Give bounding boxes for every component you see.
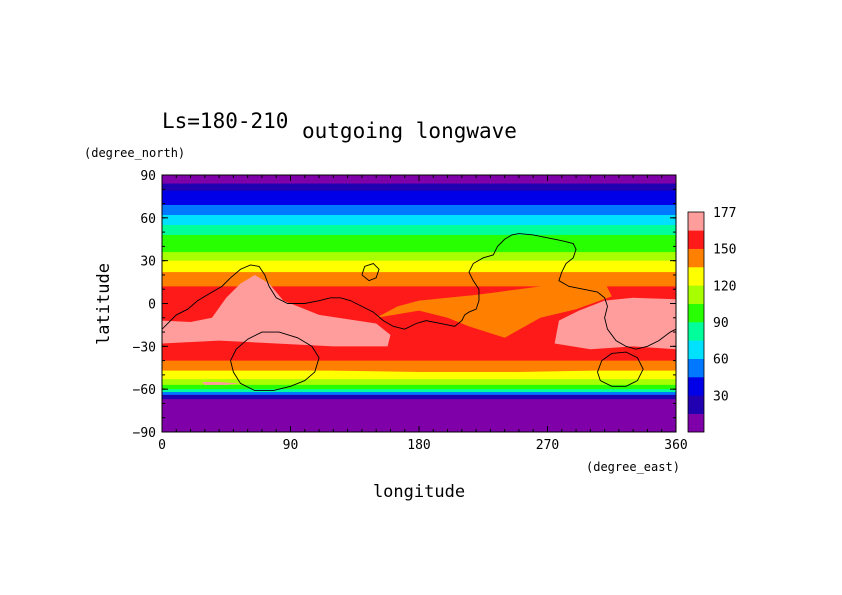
region-4 bbox=[201, 382, 241, 385]
x-axis-label: longitude bbox=[373, 482, 465, 502]
x-tick-label-3: 270 bbox=[536, 438, 559, 453]
colorbar-swatch-5 bbox=[688, 322, 704, 341]
band-2 bbox=[162, 190, 676, 206]
y-tick-label-3: 0 bbox=[148, 298, 156, 313]
colorbar-swatch-9 bbox=[688, 248, 704, 268]
colorbar-label-0: 177 bbox=[713, 206, 736, 221]
band-5 bbox=[162, 224, 676, 236]
colorbar-swatch-6 bbox=[688, 303, 704, 323]
x-axis: 0 90 180 270 360 bbox=[158, 175, 688, 453]
colorbar-label-5: 30 bbox=[713, 389, 729, 404]
region-0 bbox=[376, 274, 612, 338]
band-13 bbox=[162, 379, 676, 386]
band-9 bbox=[162, 272, 676, 287]
contour-1 bbox=[361, 263, 380, 282]
colorbar-swatch-10 bbox=[688, 230, 704, 249]
chart-subtitle: Ls=180-210 bbox=[162, 109, 288, 133]
band-14 bbox=[162, 384, 676, 390]
heatmap-field bbox=[162, 175, 676, 432]
band-15 bbox=[162, 389, 676, 393]
band-11 bbox=[162, 360, 676, 372]
band-17 bbox=[162, 394, 676, 400]
colorbar-label-1: 150 bbox=[713, 243, 736, 258]
x-tick-label-2: 180 bbox=[407, 438, 430, 453]
band-3 bbox=[162, 204, 676, 216]
colorbar-swatch-4 bbox=[688, 340, 704, 359]
colorbar-swatch-2 bbox=[688, 377, 704, 396]
colorbar: 177 150 120 90 60 30 bbox=[687, 206, 736, 433]
colorbar-label-3: 90 bbox=[713, 316, 729, 331]
colorbar-swatch-7 bbox=[688, 285, 704, 304]
x-unit-label: (degree_east) bbox=[586, 460, 680, 474]
chart-title: outgoing longwave bbox=[302, 119, 517, 143]
x-tick-label-1: 90 bbox=[283, 438, 299, 453]
colorbar-swatch-8 bbox=[688, 267, 704, 286]
y-tick-label-0: 90 bbox=[140, 169, 156, 184]
colorbar-label-4: 60 bbox=[713, 353, 729, 368]
band-4 bbox=[162, 214, 676, 226]
y-tick-label-1: 60 bbox=[140, 212, 156, 227]
band-1 bbox=[162, 183, 676, 192]
y-tick-label-2: 30 bbox=[140, 255, 156, 270]
y-tick-label-6: −90 bbox=[133, 426, 156, 441]
colorbar-swatch-3 bbox=[688, 358, 704, 378]
coastline-contours bbox=[162, 233, 676, 392]
y-axis-label: latitude bbox=[94, 263, 114, 345]
band-6 bbox=[162, 234, 676, 253]
region-2 bbox=[162, 274, 391, 347]
y-tick-label-4: −30 bbox=[133, 340, 156, 355]
colorbar-frame bbox=[687, 211, 705, 433]
colorbar-swatch-1 bbox=[688, 395, 704, 414]
region-3 bbox=[554, 297, 676, 350]
colorbar-swatch-11 bbox=[688, 212, 704, 231]
band-8 bbox=[162, 260, 676, 273]
y-axis: 90 60 30 0 −30 −60 −90 bbox=[133, 169, 676, 441]
band-12 bbox=[162, 370, 676, 380]
x-tick-label-0: 0 bbox=[158, 438, 166, 453]
region-1 bbox=[333, 363, 591, 373]
x-tick-label-4: 360 bbox=[664, 438, 687, 453]
y-unit-label: (degree_north) bbox=[84, 146, 185, 160]
y-tick-label-5: −60 bbox=[133, 383, 156, 398]
colorbar-label-2: 120 bbox=[713, 279, 736, 294]
contour-3 bbox=[597, 351, 644, 387]
band-16 bbox=[162, 392, 676, 396]
contour-2 bbox=[230, 331, 320, 392]
contour-0 bbox=[162, 233, 676, 350]
band-7 bbox=[162, 252, 676, 262]
colorbar-swatch-0 bbox=[688, 413, 704, 433]
